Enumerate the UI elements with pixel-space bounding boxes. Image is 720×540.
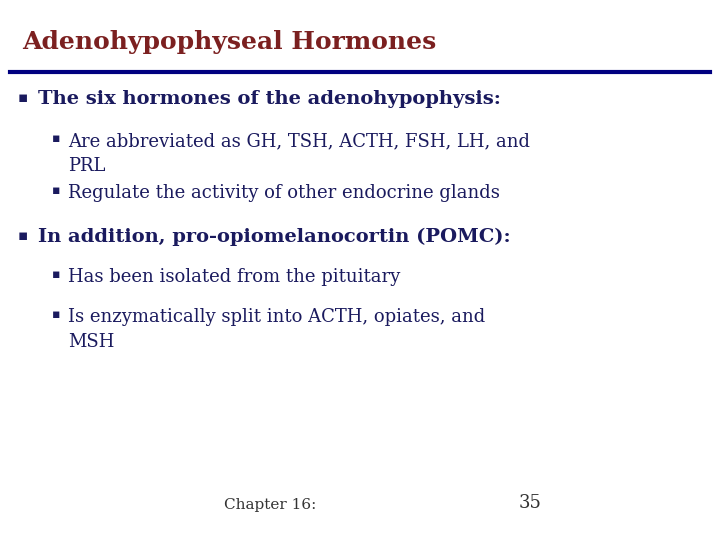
Text: ▪: ▪	[18, 90, 28, 105]
Text: The six hormones of the adenohypophysis:: The six hormones of the adenohypophysis:	[38, 90, 501, 108]
Text: Has been isolated from the pituitary: Has been isolated from the pituitary	[68, 268, 400, 286]
Text: ▪: ▪	[52, 184, 60, 197]
Text: ▪: ▪	[52, 132, 60, 145]
Text: ▪: ▪	[52, 268, 60, 281]
Text: Are abbreviated as GH, TSH, ACTH, FSH, LH, and
PRL: Are abbreviated as GH, TSH, ACTH, FSH, L…	[68, 132, 530, 175]
Text: Chapter 16:: Chapter 16:	[224, 498, 316, 512]
Text: ▪: ▪	[18, 228, 28, 243]
Text: 35: 35	[518, 494, 541, 512]
Text: In addition, pro-opiomelanocortin (POMC):: In addition, pro-opiomelanocortin (POMC)…	[38, 228, 510, 246]
Text: Is enzymatically split into ACTH, opiates, and
MSH: Is enzymatically split into ACTH, opiate…	[68, 308, 485, 351]
Text: ▪: ▪	[52, 308, 60, 321]
Text: Regulate the activity of other endocrine glands: Regulate the activity of other endocrine…	[68, 184, 500, 202]
Text: Adenohypophyseal Hormones: Adenohypophyseal Hormones	[22, 30, 436, 54]
